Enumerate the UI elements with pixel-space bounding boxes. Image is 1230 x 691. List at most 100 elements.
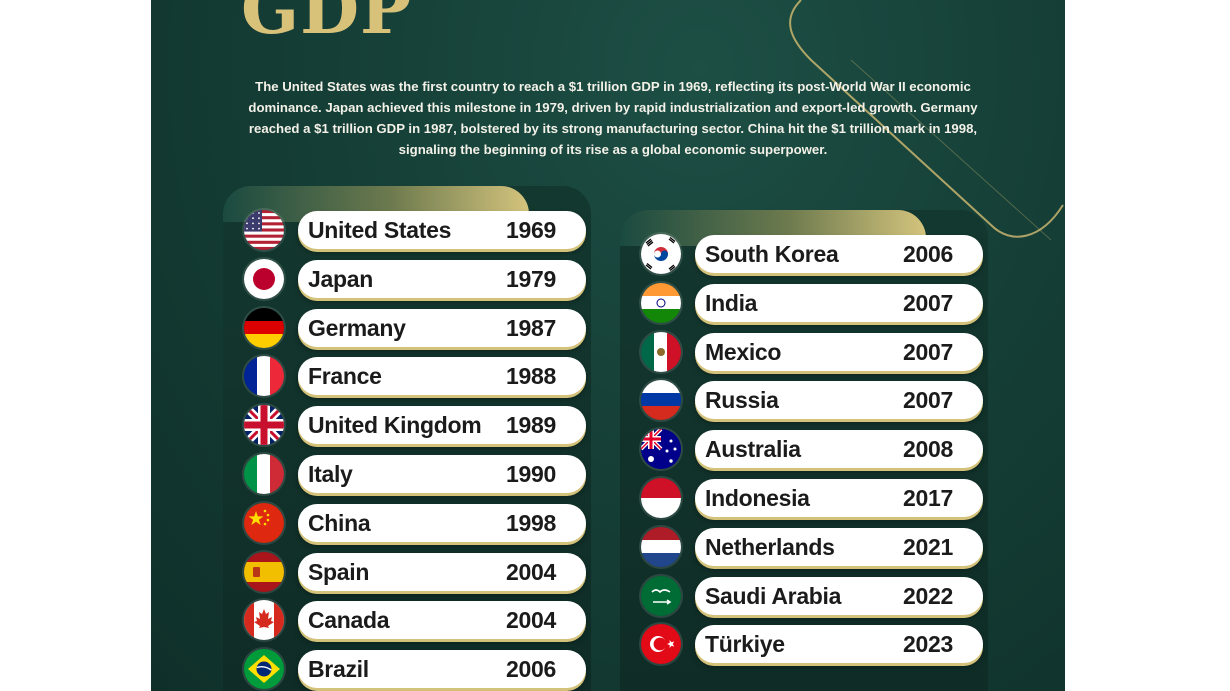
trillion-year: 2008	[903, 436, 953, 463]
us-flag-icon	[244, 210, 284, 250]
country-name: France	[308, 363, 382, 390]
page-title: GDP	[241, 0, 413, 50]
country-row: Indonesia 2017	[620, 478, 988, 518]
trillion-year: 1990	[506, 461, 556, 487]
country-name: Türkiye	[705, 631, 785, 658]
country-name: South Korea	[705, 241, 839, 267]
left-ranking-panel: United States 1969 Japan 1979 Germany 1987 Fra…	[223, 186, 591, 691]
country-pill: China 1998	[298, 503, 586, 542]
country-pill: Spain 2004	[298, 552, 586, 591]
germany-flag-icon	[244, 307, 284, 348]
country-name: Indonesia	[705, 485, 810, 511]
trillion-year: 1979	[506, 265, 556, 292]
country-pill: Australia 2008	[695, 430, 983, 469]
country-row: South Korea 2006	[620, 234, 988, 274]
country-name: United States	[308, 217, 452, 243]
country-row: Netherlands 2021	[620, 526, 988, 567]
country-row: India 2007	[620, 282, 988, 323]
south-korea-flag-icon	[641, 234, 681, 274]
trillion-year: 2017	[903, 485, 953, 511]
country-name: United Kingdom	[308, 412, 482, 439]
mexico-flag-icon	[641, 331, 681, 372]
country-row: Mexico 2007	[620, 331, 988, 372]
country-name: Japan	[308, 265, 373, 292]
country-name: Netherlands	[705, 533, 835, 560]
country-row: China 1998	[223, 502, 591, 543]
country-name: Italy	[308, 461, 353, 487]
country-pill: Brazil 2006	[298, 650, 586, 689]
country-pill: France 1988	[298, 357, 586, 396]
country-name: Canada	[308, 607, 390, 634]
trillion-year: 1998	[506, 509, 556, 536]
country-name: Spain	[308, 558, 370, 585]
country-pill: United Kingdom 1989	[298, 406, 586, 445]
trillion-year: 2006	[903, 241, 953, 267]
country-pill: Indonesia 2017	[695, 479, 983, 517]
japan-flag-icon	[244, 258, 284, 299]
trillion-year: 2007	[903, 289, 953, 316]
saudi-arabia-flag-icon	[641, 575, 681, 616]
trillion-year: 1989	[506, 412, 556, 439]
country-row: United Kingdom 1989	[223, 405, 591, 446]
trillion-year: 2023	[903, 631, 953, 658]
country-row: Italy 1990	[223, 454, 591, 494]
country-row: Australia 2008	[620, 429, 988, 470]
australia-flag-icon	[641, 429, 681, 470]
netherlands-flag-icon	[641, 526, 681, 567]
country-row: Brazil 2006	[223, 649, 591, 690]
trillion-year: 2004	[506, 558, 556, 585]
country-row: France 1988	[223, 356, 591, 397]
country-pill: South Korea 2006	[695, 235, 983, 273]
country-pill: Saudi Arabia 2022	[695, 576, 983, 615]
indonesia-flag-icon	[641, 478, 681, 518]
brazil-flag-icon	[244, 649, 284, 690]
country-pill: Canada 2004	[298, 601, 586, 640]
trillion-year: 2007	[903, 338, 953, 365]
canada-flag-icon	[244, 600, 284, 641]
country-pill: Netherlands 2021	[695, 527, 983, 566]
country-pill: United States 1969	[298, 211, 586, 249]
country-pill: India 2007	[695, 283, 983, 322]
country-row: Spain 2004	[223, 551, 591, 592]
france-flag-icon	[244, 356, 284, 397]
country-name: Brazil	[308, 656, 369, 683]
turkiye-flag-icon	[641, 624, 681, 665]
country-name: India	[705, 289, 758, 316]
trillion-year: 2006	[506, 656, 556, 683]
country-row: Germany 1987	[223, 307, 591, 348]
infographic-poster: GDP The United States was the first coun…	[151, 0, 1065, 691]
description-text: The United States was the first country …	[248, 79, 978, 157]
country-row: Russia 2007	[620, 380, 988, 421]
country-pill: Türkiye 2023	[695, 625, 983, 664]
country-row: Japan 1979	[223, 258, 591, 299]
country-name: Australia	[705, 436, 801, 463]
trillion-year: 2004	[506, 607, 556, 634]
trillion-year: 1988	[506, 363, 556, 390]
country-pill: Germany 1987	[298, 308, 586, 347]
country-name: Germany	[308, 314, 406, 341]
trillion-year: 2021	[903, 533, 953, 560]
country-pill: Japan 1979	[298, 259, 586, 298]
country-row: Saudi Arabia 2022	[620, 575, 988, 616]
trillion-year: 2022	[903, 582, 953, 609]
country-name: Saudi Arabia	[705, 582, 842, 609]
country-pill: Mexico 2007	[695, 332, 983, 371]
russia-flag-icon	[641, 380, 681, 421]
china-flag-icon	[244, 502, 284, 543]
country-row: Türkiye 2023	[620, 624, 988, 665]
country-pill: Russia 2007	[695, 381, 983, 420]
trillion-year: 1969	[506, 217, 556, 243]
trillion-year: 1987	[506, 314, 556, 341]
italy-flag-icon	[244, 454, 284, 494]
trillion-year: 2007	[903, 387, 953, 414]
country-name: China	[308, 509, 371, 536]
country-name: Russia	[705, 387, 779, 414]
spain-flag-icon	[244, 551, 284, 592]
country-pill: Italy 1990	[298, 455, 586, 493]
right-ranking-panel: South Korea 2006 India 2007 Mexico 2007 Russ…	[620, 210, 988, 691]
india-flag-icon	[641, 282, 681, 323]
uk-flag-icon	[244, 405, 284, 446]
country-row: United States 1969	[223, 210, 591, 250]
country-row: Canada 2004	[223, 600, 591, 641]
country-name: Mexico	[705, 338, 782, 365]
